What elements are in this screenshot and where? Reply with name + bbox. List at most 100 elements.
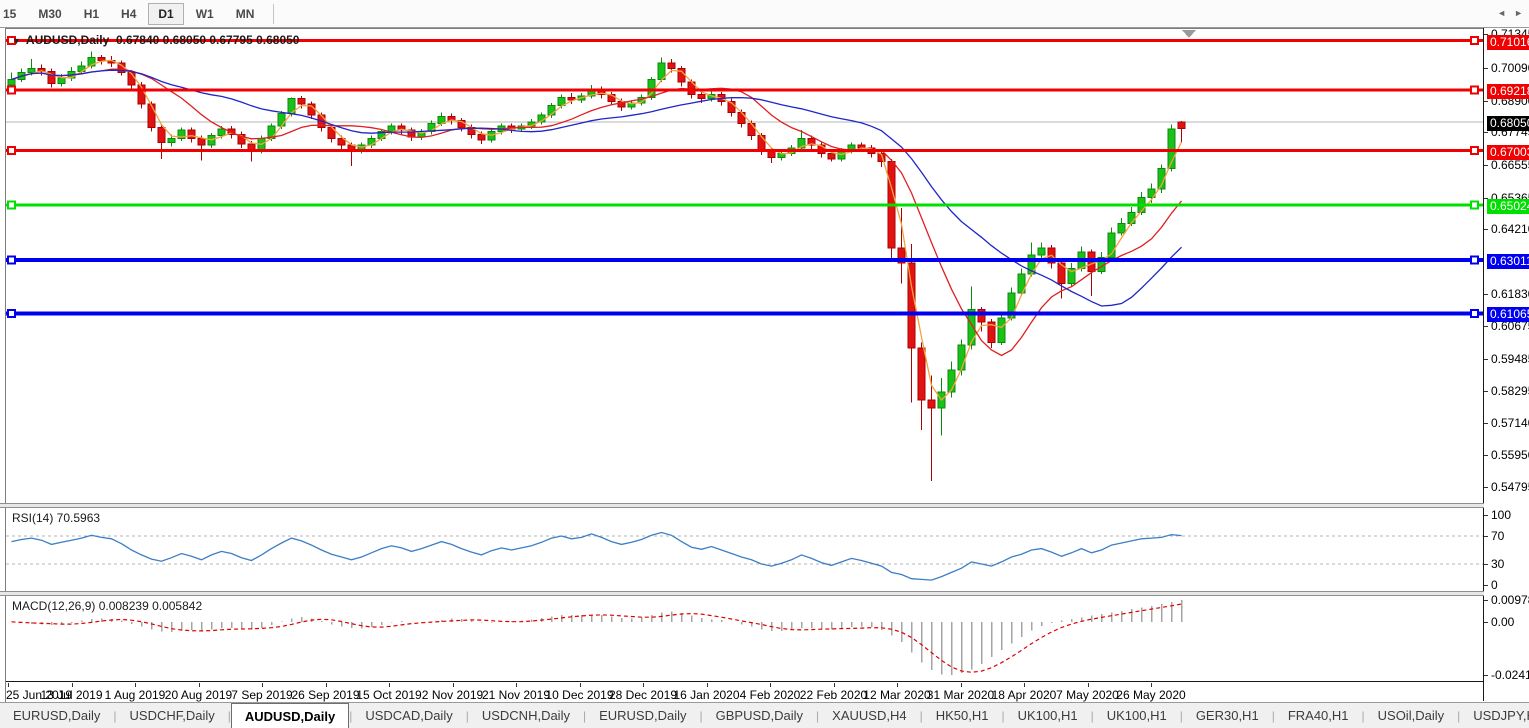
candle-body [917, 347, 926, 401]
tab-ger30-h1[interactable]: GER30,H1 [1195, 708, 1259, 723]
tab-usdcad-daily[interactable]: USDCAD,Daily [365, 708, 453, 723]
tab-usdcnh-daily[interactable]: USDCNH,Daily [481, 708, 570, 723]
macd-tick-label: 0.009781 [1491, 593, 1529, 608]
tab-uk100-h1[interactable]: UK100,H1 [1106, 708, 1167, 723]
tab-eurusd-daily[interactable]: EURUSD,Daily [13, 708, 101, 723]
timeframe-button-m30[interactable]: M30 [38, 6, 62, 21]
rsi-tick-label: 30 [1491, 557, 1505, 571]
rsi-line [11, 531, 1182, 581]
timeframe-button-d1[interactable]: D1 [148, 2, 184, 25]
axis-tick [1484, 515, 1488, 516]
date-tick [71, 683, 73, 687]
candle-body [997, 317, 1006, 343]
candle-body [977, 309, 986, 323]
price-axis-divider [1483, 28, 1484, 701]
price-axis: 0.713450.700900.689000.677450.665550.653… [1484, 27, 1529, 701]
date-tick [770, 683, 771, 687]
timeframe-button-15[interactable]: 15 [3, 6, 17, 21]
candle-body [397, 125, 406, 131]
axis-tick [1484, 564, 1488, 565]
tabs-scroll-right-icon[interactable]: ► [1514, 7, 1523, 18]
h-line-handle[interactable] [7, 200, 16, 210]
level-price-badge: 0.65024 [1487, 198, 1529, 214]
tab-gbpusd-daily[interactable]: GBPUSD,Daily [715, 708, 804, 723]
axis-tick [1484, 164, 1488, 166]
tab-usdchf-daily[interactable]: USDCHF,Daily [129, 708, 215, 723]
h-line-handle[interactable] [1470, 255, 1479, 265]
date-tick [1024, 683, 1025, 687]
date-label: 18 Apr 2020 [991, 688, 1057, 702]
price-tick-label: 0.59485 [1491, 351, 1529, 366]
date-label: 20 Aug 2019 [164, 688, 233, 702]
h-line-handle[interactable] [1470, 85, 1479, 95]
axis-tick [1484, 422, 1488, 424]
tab-separator: | [1361, 708, 1365, 723]
symbol-dropdown-icon[interactable]: ▼ [12, 36, 21, 46]
h-line-handle[interactable] [7, 255, 16, 265]
macd-panel-splitter[interactable] [0, 591, 1529, 596]
candle-body [197, 137, 206, 146]
tab-audusd-daily[interactable]: AUDUSD,Daily [230, 703, 350, 728]
date-label: 7 May 2020 [1056, 688, 1119, 702]
date-label: 28 Dec 2019 [608, 688, 678, 702]
date-label: 16 Jan 2020 [673, 688, 740, 702]
tab-eurusd-daily[interactable]: EURUSD,Daily [599, 708, 687, 723]
axis-tick [1484, 100, 1488, 102]
rsi-panel-canvas[interactable] [6, 508, 1483, 592]
h-line-handle[interactable] [7, 36, 16, 46]
timeframe-button-w1[interactable]: W1 [195, 6, 214, 21]
date-tick [452, 683, 454, 687]
axis-tick [1484, 325, 1488, 327]
ma-line-fast [11, 59, 1183, 402]
tab-uk100-h1[interactable]: UK100,H1 [1017, 708, 1078, 723]
macd-indicator-label: MACD(12,26,9) 0.008239 0.005842 [12, 599, 203, 613]
candle-body [1127, 211, 1136, 224]
candle-body [47, 70, 56, 85]
price-tick-label: 0.58295 [1491, 384, 1529, 399]
candle-body [297, 98, 306, 105]
date-tick [579, 683, 581, 687]
candle-body [797, 137, 806, 149]
date-label: 1 Aug 2019 [104, 688, 166, 702]
h-line-handle[interactable] [7, 308, 16, 318]
tab-usdjpy-h1[interactable]: USDJPY,H1 [1473, 708, 1529, 723]
candle-body [1057, 262, 1066, 285]
rsi-panel-splitter[interactable] [0, 503, 1529, 508]
candle-body [927, 399, 936, 409]
main-chart-canvas[interactable] [6, 28, 1483, 503]
tabs-scroll-left-icon[interactable]: ◄ [1497, 7, 1507, 18]
tab-fra40-h1[interactable]: FRA40,H1 [1287, 708, 1349, 723]
tab-separator: | [113, 708, 117, 723]
tab-xauusd-h4[interactable]: XAUUSD,H4 [832, 708, 907, 723]
candle-body [187, 129, 196, 139]
timeframe-button-mn[interactable]: MN [235, 6, 255, 21]
h-line-handle[interactable] [1470, 36, 1479, 46]
candle-body [737, 111, 746, 124]
timeframe-button-h4[interactable]: H4 [121, 6, 137, 21]
date-axis: 25 Jun 2019 13 Jul 2019 1 Aug 2019 20 Aug 2… [6, 681, 1483, 702]
timeframe-button-h1[interactable]: H1 [83, 6, 100, 21]
macd-panel-canvas[interactable] [6, 596, 1483, 681]
date-label: 7 Sep 2019 [231, 688, 293, 702]
date-tick [135, 683, 136, 687]
h-line-handle[interactable] [1470, 308, 1479, 318]
date-tick [706, 683, 708, 687]
axis-tick [1484, 600, 1488, 602]
tab-usoil-daily[interactable]: USOil,Daily [1377, 708, 1445, 723]
h-line-handle[interactable] [1470, 200, 1479, 210]
candle-body [1017, 273, 1026, 294]
h-line-handle[interactable] [1470, 146, 1479, 156]
tab-hk50-h1[interactable]: HK50,H1 [935, 708, 989, 723]
h-line-handle[interactable] [7, 146, 16, 156]
candle-body [177, 129, 186, 139]
candle-body [967, 309, 976, 346]
axis-tick [1484, 197, 1488, 199]
chart-shift-triangle-icon[interactable] [1182, 30, 1196, 38]
axis-tick [1484, 487, 1488, 489]
h-line-handle[interactable] [7, 85, 16, 95]
